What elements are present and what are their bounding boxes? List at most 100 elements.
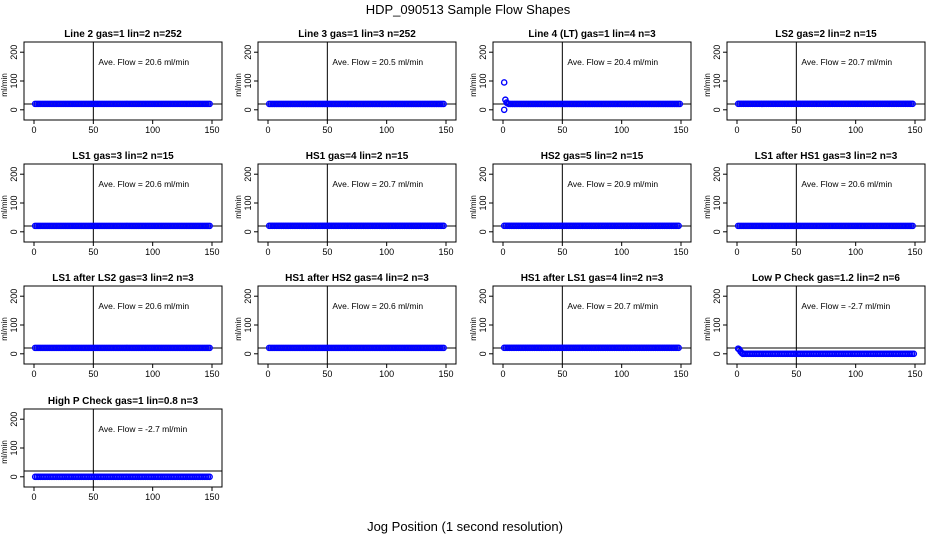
average-flow-annotation: Ave. Flow = 20.5 ml/min — [332, 57, 423, 67]
x-tick-label: 100 — [145, 247, 160, 257]
data-points — [734, 100, 916, 108]
x-tick-label: 100 — [848, 369, 863, 379]
x-axis-label: Jog Position (1 second resolution) — [367, 519, 563, 534]
x-tick-label: 150 — [204, 369, 219, 379]
x-tick-label: 150 — [907, 369, 922, 379]
y-axis-label: ml/min — [469, 317, 478, 341]
data-point — [500, 79, 508, 86]
y-tick-label: 200 — [478, 167, 488, 182]
x-tick-label: 50 — [557, 125, 567, 135]
y-tick-label: 0 — [478, 351, 488, 356]
panel-title: High P Check gas=1 lin=0.8 n=3 — [48, 396, 199, 407]
data-points — [31, 473, 213, 481]
x-tick-label: 0 — [265, 125, 270, 135]
x-tick-label: 150 — [204, 125, 219, 135]
y-tick-label: 0 — [9, 107, 19, 112]
x-tick-label: 100 — [145, 369, 160, 379]
plot-frame — [257, 41, 457, 121]
data-points — [265, 100, 447, 108]
panel-7: HS2 gas=5 lin=2 n=15 0 50 100 150 0 100 200 ml/m… — [469, 151, 692, 257]
y-tick-label: 100 — [243, 195, 253, 210]
panel-title: Line 4 (LT) gas=1 lin=4 n=3 — [528, 29, 656, 40]
x-tick-label: 0 — [31, 247, 36, 257]
y-tick-label: 200 — [712, 167, 722, 182]
y-tick-label: 200 — [9, 167, 19, 182]
average-flow-annotation: Ave. Flow = 20.6 ml/min — [98, 57, 189, 67]
y-axis-label: ml/min — [469, 73, 478, 97]
y-tick-label: 200 — [9, 412, 19, 427]
panel-title: HS1 gas=4 lin=2 n=15 — [306, 151, 409, 162]
x-tick-label: 50 — [557, 247, 567, 257]
x-tick-label: 150 — [204, 492, 219, 502]
y-axis-label: ml/min — [703, 73, 712, 97]
y-tick-label: 0 — [243, 351, 253, 356]
data-point — [504, 100, 512, 107]
x-tick-label: 100 — [614, 125, 629, 135]
x-tick-label: 150 — [438, 369, 453, 379]
data-points — [734, 345, 918, 358]
plot-frame — [257, 163, 457, 243]
data-point — [909, 100, 916, 108]
x-tick-label: 150 — [438, 247, 453, 257]
data-points — [734, 222, 916, 230]
panel-12: Low P Check gas=1.2 lin=2 n=6 0 50 100 150 0 1… — [703, 273, 926, 379]
y-tick-label: 0 — [712, 229, 722, 234]
x-tick-label: 100 — [379, 247, 394, 257]
x-tick-label: 0 — [734, 247, 739, 257]
x-tick-label: 100 — [379, 125, 394, 135]
y-tick-label: 100 — [243, 317, 253, 332]
x-tick-label: 50 — [557, 369, 567, 379]
data-points — [265, 344, 447, 352]
y-axis-label: ml/min — [469, 195, 478, 219]
y-tick-label: 0 — [243, 229, 253, 234]
y-tick-label: 200 — [243, 167, 253, 182]
panel-title: HS2 gas=5 lin=2 n=15 — [541, 151, 644, 162]
average-flow-annotation: Ave. Flow = 20.7 ml/min — [332, 179, 423, 189]
data-points — [500, 79, 684, 114]
data-point — [206, 473, 213, 481]
y-tick-label: 100 — [478, 195, 488, 210]
panel-10: HS1 after HS2 gas=4 lin=2 n=3 0 50 100 150 0 1… — [234, 273, 457, 379]
y-tick-label: 0 — [9, 229, 19, 234]
y-axis-label: ml/min — [0, 195, 9, 219]
y-axis-label: ml/min — [0, 317, 9, 341]
plot-frame — [492, 163, 692, 243]
data-point — [500, 106, 508, 114]
panel-4: LS2 gas=2 lin=2 n=15 0 50 100 150 0 100 200 ml/m… — [703, 29, 926, 135]
x-tick-label: 150 — [204, 247, 219, 257]
panel-11: HS1 after LS1 gas=4 lin=2 n=3 0 50 100 150 0 1… — [469, 273, 692, 379]
y-tick-label: 100 — [9, 195, 19, 210]
y-axis-label: ml/min — [703, 317, 712, 341]
x-tick-label: 50 — [322, 247, 332, 257]
data-points — [31, 100, 213, 108]
y-tick-label: 0 — [9, 351, 19, 356]
y-tick-label: 200 — [478, 45, 488, 60]
average-flow-annotation: Ave. Flow = 20.7 ml/min — [567, 301, 658, 311]
average-flow-annotation: Ave. Flow = 20.9 ml/min — [567, 179, 658, 189]
average-flow-annotation: Ave. Flow = -2.7 ml/min — [98, 424, 187, 434]
data-point — [739, 350, 747, 358]
x-tick-label: 150 — [907, 247, 922, 257]
panel-1: Line 2 gas=1 lin=2 n=252 0 50 100 150 0 100 200… — [0, 29, 223, 135]
y-tick-label: 200 — [9, 45, 19, 60]
x-tick-label: 50 — [791, 247, 801, 257]
panel-8: LS1 after HS1 gas=3 lin=2 n=3 0 50 100 150 0 1… — [703, 151, 926, 257]
y-tick-label: 100 — [9, 73, 19, 88]
data-point — [206, 222, 213, 230]
x-tick-label: 150 — [673, 369, 688, 379]
data-points — [31, 222, 213, 230]
x-tick-label: 50 — [88, 492, 98, 502]
y-tick-label: 200 — [243, 289, 253, 304]
x-tick-label: 0 — [500, 247, 505, 257]
y-tick-label: 100 — [9, 440, 19, 455]
y-axis-label: ml/min — [0, 440, 9, 464]
average-flow-annotation: Ave. Flow = 20.6 ml/min — [98, 301, 189, 311]
y-tick-label: 200 — [478, 289, 488, 304]
data-point — [206, 344, 213, 352]
x-tick-label: 100 — [379, 369, 394, 379]
plot-frame — [23, 163, 223, 243]
y-tick-label: 0 — [478, 229, 488, 234]
y-tick-label: 0 — [9, 474, 19, 479]
panel-title: LS1 gas=3 lin=2 n=15 — [72, 151, 174, 162]
panel-title: LS1 after LS2 gas=3 lin=2 n=3 — [52, 273, 194, 284]
